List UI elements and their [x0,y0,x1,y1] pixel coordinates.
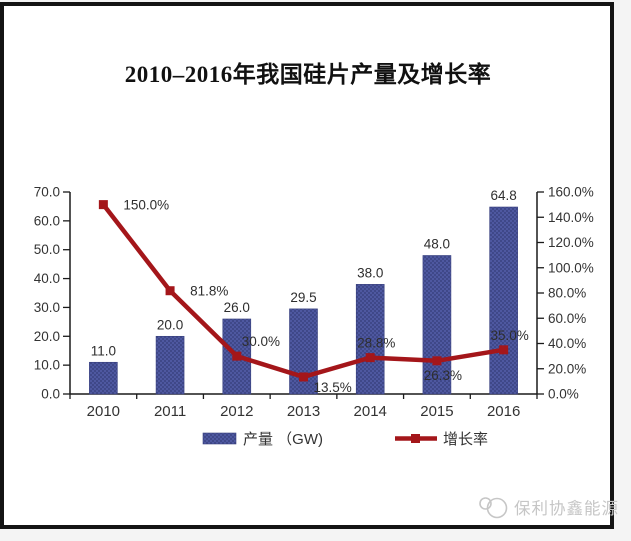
bar-value-label-2012: 26.0 [224,300,250,315]
bar-2016 [489,206,518,395]
line-value-label-2015: 26.3% [424,368,462,383]
x-axis-label-2014: 2014 [354,403,387,420]
left-axis-tick-label: 10.0 [34,358,60,373]
legend: 产量 （GW) 增长率 [202,431,488,448]
bar-value-label-2016: 64.8 [491,188,517,203]
line-marker-2014 [365,353,375,363]
bar-2014 [355,284,385,395]
right-axis-tick-label: 40.0% [548,336,586,351]
bar-value-label-2014: 38.0 [357,265,383,280]
right-axis-tick-label: 0.0% [548,387,579,402]
right-axis-tick-label: 100.0% [548,260,594,275]
bar-value-label-2011: 20.0 [157,317,183,332]
legend-line-marker-icon [411,434,420,443]
left-axis-tick-label: 30.0 [34,300,60,315]
right-axis-tick-label: 140.0% [548,210,594,225]
legend-bar-swatch [202,432,237,445]
line-value-label-2016: 35.0% [491,328,529,343]
left-axis-tick-label: 70.0 [34,185,60,200]
x-axis-label-2016: 2016 [487,403,520,420]
legend-line-label: 增长率 [443,431,488,448]
line-value-label-2013: 13.5% [314,380,352,395]
line-marker-2012 [232,351,242,361]
line-marker-2015 [432,356,442,366]
left-axis-tick-label: 50.0 [34,242,60,257]
watermark-logo-icon [479,497,492,510]
right-axis-tick-label: 20.0% [548,361,586,376]
line-marker-2013 [299,372,308,382]
left-axis-tick-label: 60.0 [34,213,60,228]
line-marker-2016 [499,345,509,355]
plot-area: 0.0 10.0 20.0 30.0 40.0 50.0 60.0 70.0 0.0% 20.0%… [34,185,594,421]
chart-title: 2010–2016年我国硅片产量及增长率 [125,61,492,87]
line-marker-2011 [165,286,175,296]
bar-value-label-2015: 48.0 [424,236,450,251]
line-value-label-2011: 81.8% [190,284,228,299]
right-axis-tick-label: 160.0% [548,185,594,200]
legend-bar-label: 产量 （GW) [243,431,323,448]
left-axis-tick-label: 20.0 [34,329,60,344]
right-axis-tick-label: 60.0% [548,311,586,326]
left-axis-tick-label: 0.0 [41,387,60,402]
x-axis-label-2012: 2012 [220,403,253,420]
bar-2015 [422,255,452,395]
right-axis-tick-label: 120.0% [548,235,594,250]
x-axis-label-2013: 2013 [287,403,320,420]
line-value-label-2014: 28.8% [357,336,395,351]
bar-2011 [155,335,185,395]
left-axis-tick-label: 40.0 [34,271,60,286]
watermark: 保利协鑫能源 [479,497,619,519]
x-axis-label-2010: 2010 [87,403,120,420]
watermark-text: 保利协鑫能源 [514,499,619,518]
line-value-label-2010: 150.0% [123,198,169,213]
x-axis-label-2011: 2011 [154,403,186,420]
line-marker-2010 [98,200,108,210]
x-axis-label-2015: 2015 [420,403,453,420]
right-axis-tick-label: 80.0% [548,286,586,301]
line-value-label-2012: 30.0% [242,334,280,349]
bar-value-label-2010: 11.0 [91,343,116,358]
bar-2010 [89,361,118,395]
bar-value-label-2013: 29.5 [290,290,316,305]
